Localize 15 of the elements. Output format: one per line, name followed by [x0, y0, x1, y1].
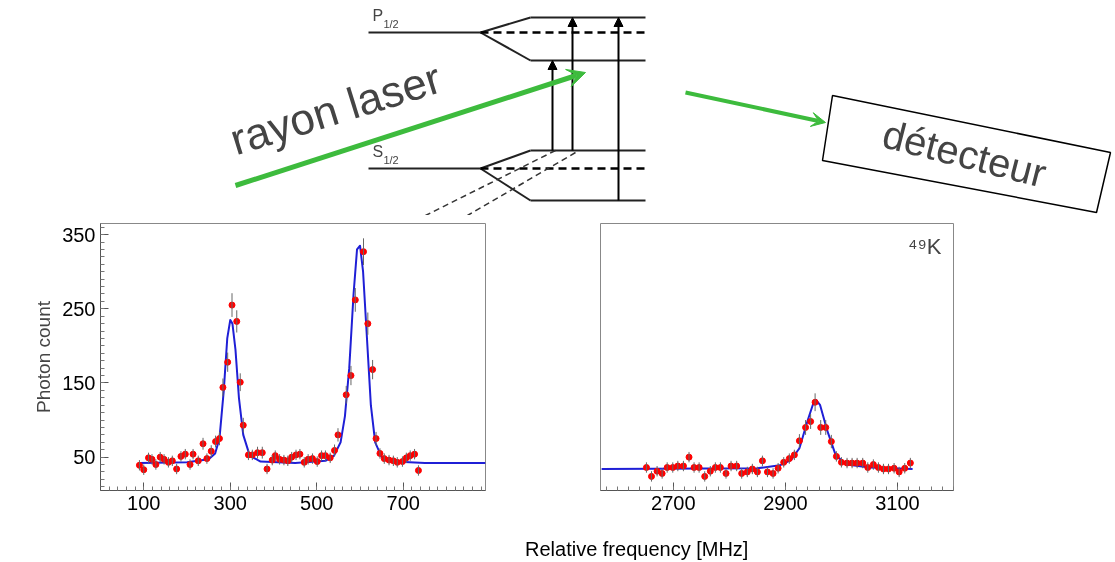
x-tick-label: 100: [127, 491, 161, 514]
annotation: ⁴⁹K: [907, 233, 942, 259]
x-tick-label: 2700: [651, 491, 696, 514]
text: détecteur: [878, 111, 1051, 196]
x-tick-label: 700: [386, 491, 420, 514]
y-axis-title: Photon count: [33, 300, 55, 413]
x-tick-label: 3100: [875, 491, 920, 514]
x-axis-title: Relative frequency [MHz]: [525, 537, 749, 562]
y-tick-label: 250: [62, 297, 96, 320]
x-tick-label: 2900: [763, 491, 808, 514]
x-tick-label: 500: [300, 491, 334, 514]
y-tick-label: 350: [62, 223, 96, 246]
y-tick-label: 50: [73, 446, 96, 469]
y-tick-label: 150: [62, 371, 96, 394]
x-tick-label: 300: [213, 491, 247, 514]
